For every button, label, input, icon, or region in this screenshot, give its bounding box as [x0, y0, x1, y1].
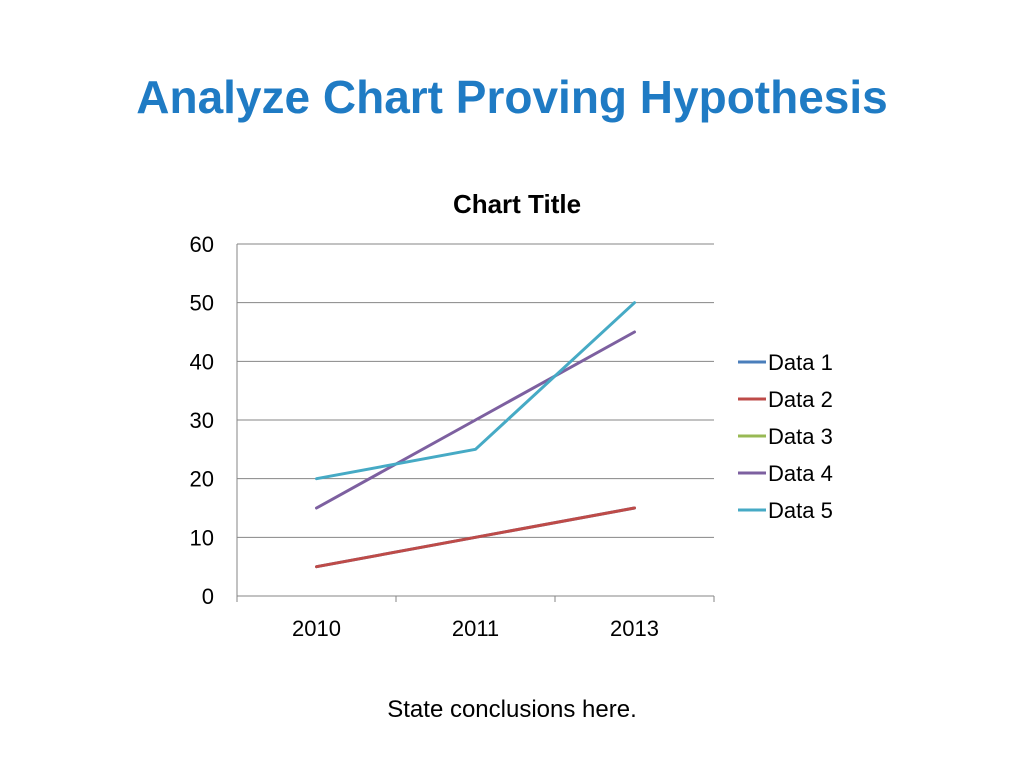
y-tick-label: 10 — [190, 525, 214, 550]
x-tick-label: 2010 — [292, 616, 341, 641]
legend-label-4: Data 4 — [768, 461, 833, 486]
legend-label-1: Data 1 — [768, 350, 833, 375]
series-line-4 — [315, 330, 636, 510]
y-tick-label: 40 — [190, 349, 214, 374]
legend-label-2: Data 2 — [768, 387, 833, 412]
series-line-2 — [315, 506, 636, 569]
x-tick-label: 2011 — [452, 616, 499, 641]
slide-title: Analyze Chart Proving Hypothesis — [136, 71, 888, 123]
y-axis: 0 10 20 30 40 50 60 — [190, 232, 238, 609]
x-axis: 2010 2011 2013 — [236, 595, 715, 641]
x-tick-label: 2013 — [610, 616, 659, 641]
legend: Data 1 Data 2 Data 3 Data 4 Data 5 — [738, 350, 833, 523]
y-tick-label: 50 — [190, 291, 214, 316]
y-tick-label: 30 — [190, 408, 214, 433]
y-tick-label: 0 — [202, 584, 214, 609]
legend-label-5: Data 5 — [768, 498, 833, 523]
legend-label-3: Data 3 — [768, 424, 833, 449]
conclusion-text: State conclusions here. — [387, 696, 637, 723]
series-lines — [315, 301, 636, 569]
y-tick-label: 20 — [190, 467, 214, 492]
y-tick-label: 60 — [190, 232, 214, 257]
chart-title: Chart Title — [453, 189, 581, 219]
series-line-5 — [315, 301, 636, 481]
